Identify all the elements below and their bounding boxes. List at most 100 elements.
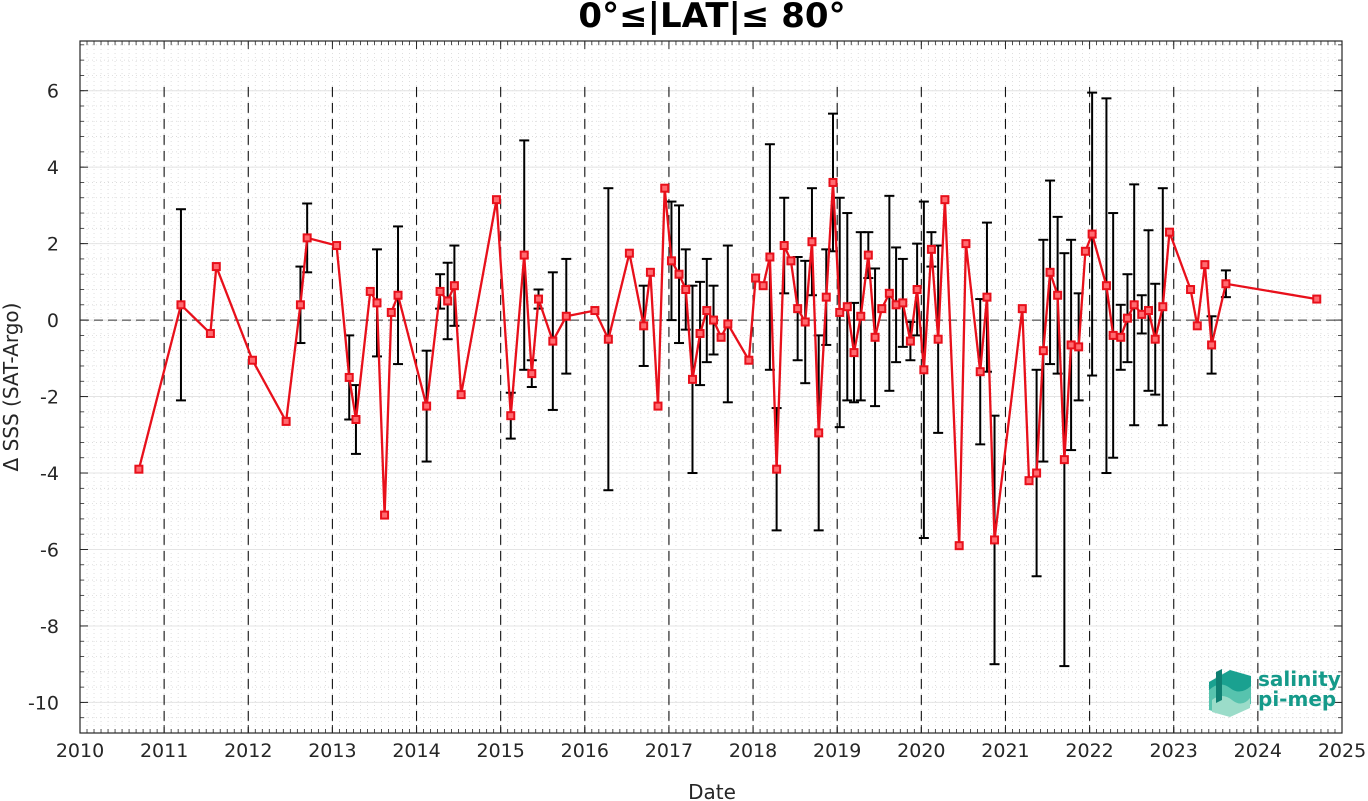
x-tick-label: 2022 xyxy=(1065,740,1113,762)
data-point xyxy=(1066,340,1076,350)
data-point xyxy=(695,328,705,338)
data-point xyxy=(527,369,537,379)
data-point xyxy=(443,296,453,306)
data-point xyxy=(1053,290,1063,300)
y-tick-label: 4 xyxy=(47,157,59,179)
data-point xyxy=(954,541,964,551)
data-point xyxy=(751,273,761,283)
y-tick-label: -8 xyxy=(40,616,59,638)
data-point xyxy=(176,300,186,310)
data-point xyxy=(835,307,845,317)
data-point xyxy=(1024,476,1034,486)
data-point xyxy=(807,237,817,247)
y-axis-label: Δ SSS (SAT-Argo) xyxy=(0,303,23,472)
data-point xyxy=(674,269,684,279)
data-point xyxy=(933,334,943,344)
y-tick-label: 2 xyxy=(47,234,59,256)
data-point xyxy=(744,355,754,365)
data-point xyxy=(211,262,221,272)
data-point xyxy=(1074,342,1084,352)
x-tick-label: 2017 xyxy=(645,740,693,762)
data-point xyxy=(870,332,880,342)
data-point xyxy=(961,239,971,249)
data-point xyxy=(1101,281,1111,291)
y-tick-label: 0 xyxy=(47,310,59,332)
data-point xyxy=(1080,246,1090,256)
data-point xyxy=(295,300,305,310)
data-point xyxy=(723,319,733,329)
data-point xyxy=(603,334,613,344)
data-point xyxy=(639,321,649,331)
data-point xyxy=(365,286,375,296)
data-point xyxy=(666,256,676,266)
x-tick-label: 2018 xyxy=(729,740,777,762)
data-point xyxy=(332,241,342,251)
data-point xyxy=(205,328,215,338)
y-tick-label: -6 xyxy=(40,539,59,561)
data-point xyxy=(660,183,670,193)
y-tick-labels: -10 -8 -6 -4 -2 0 2 4 6 xyxy=(28,81,59,715)
y-tick-label: 6 xyxy=(47,81,59,103)
axis-ticks xyxy=(79,41,1343,734)
data-point xyxy=(765,252,775,262)
data-point xyxy=(982,292,992,302)
data-point xyxy=(1122,313,1132,323)
data-point xyxy=(422,401,432,411)
x-tick-label: 2013 xyxy=(308,740,356,762)
x-tick-label: 2023 xyxy=(1150,740,1198,762)
data-point xyxy=(709,315,719,325)
data-point xyxy=(856,311,866,321)
data-point xyxy=(1158,302,1168,312)
data-point xyxy=(561,311,571,321)
data-point xyxy=(506,411,516,421)
x-tick-label: 2025 xyxy=(1318,740,1366,762)
x-tick-label: 2021 xyxy=(981,740,1029,762)
x-tick-label: 2016 xyxy=(561,740,609,762)
data-point xyxy=(716,332,726,342)
data-point xyxy=(134,464,144,474)
x-tick-labels: 2010 2011 2012 2013 2014 2015 2016 2017 2018 2019… xyxy=(56,740,1366,762)
x-tick-label: 2012 xyxy=(224,740,272,762)
data-point xyxy=(1087,229,1097,239)
data-point xyxy=(1221,279,1231,289)
data-point xyxy=(393,290,403,300)
x-tick-label: 2014 xyxy=(392,740,440,762)
data-point xyxy=(449,281,459,291)
y-tick-label: -2 xyxy=(40,387,59,409)
data-point xyxy=(372,298,382,308)
x-tick-label: 2011 xyxy=(140,740,188,762)
data-point xyxy=(814,428,824,438)
data-point xyxy=(1032,468,1042,478)
data-point xyxy=(681,285,691,295)
data-point xyxy=(1186,285,1196,295)
data-point xyxy=(491,195,501,205)
data-point xyxy=(351,414,361,424)
data-point xyxy=(386,307,396,317)
data-point xyxy=(435,286,445,296)
data-point xyxy=(779,241,789,251)
x-tick-label: 2019 xyxy=(813,740,861,762)
data-point xyxy=(645,267,655,277)
data-point xyxy=(793,304,803,314)
data-point xyxy=(1165,227,1175,237)
data-point xyxy=(1207,340,1217,350)
data-point xyxy=(1017,304,1027,314)
y-tick-label: -10 xyxy=(28,692,59,714)
data-point xyxy=(912,285,922,295)
data-point xyxy=(302,233,312,243)
data-point xyxy=(1312,294,1322,304)
data-point xyxy=(548,336,558,346)
data-point xyxy=(842,302,852,312)
x-axis-label: Date xyxy=(688,780,736,801)
year-dividers xyxy=(163,86,1259,733)
data-point xyxy=(247,355,257,365)
data-point xyxy=(344,372,354,382)
data-point xyxy=(772,464,782,474)
y-tick-label: -4 xyxy=(40,463,59,485)
data-point xyxy=(1192,321,1202,331)
data-point xyxy=(653,401,663,411)
data-point xyxy=(590,306,600,316)
data-point xyxy=(624,248,634,258)
data-point xyxy=(1059,455,1069,465)
data-point xyxy=(926,244,936,254)
